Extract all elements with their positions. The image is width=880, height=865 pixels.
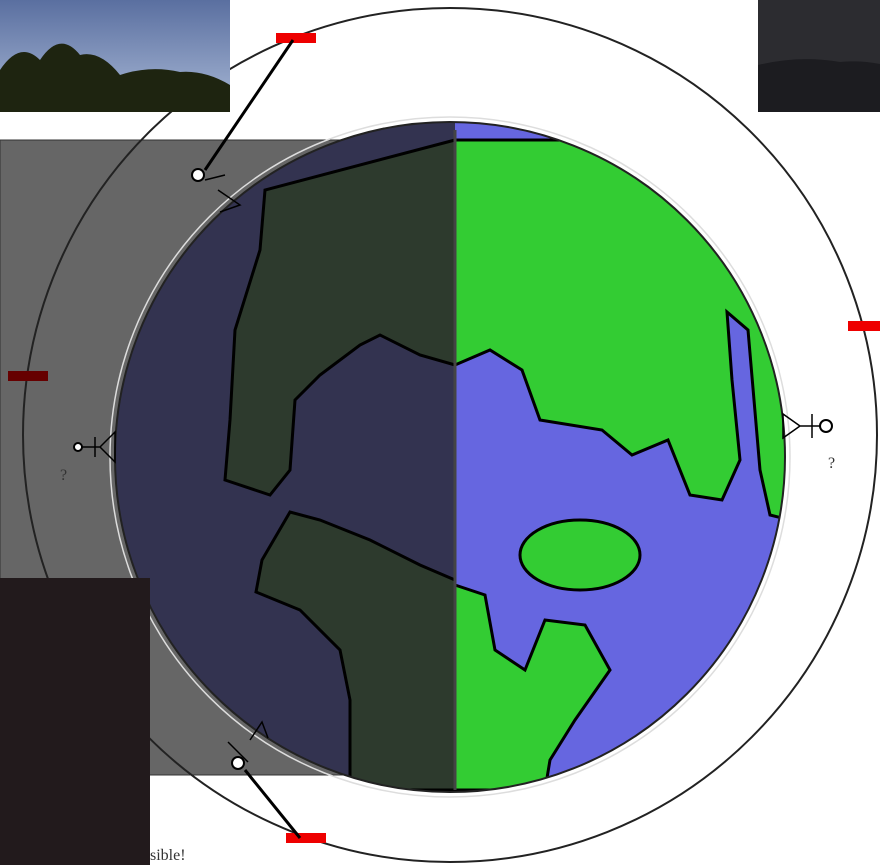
island: [518, 518, 642, 592]
link: [203, 39, 295, 171]
caption: sible!: [150, 847, 186, 864]
photo-top-right: [758, 0, 880, 112]
antenna: [82, 430, 116, 464]
question-label: ?: [828, 455, 835, 472]
station: [231, 756, 245, 770]
photo-bottom-left: [0, 578, 150, 865]
antenna: [204, 174, 242, 213]
station: [191, 168, 205, 182]
satellite: [286, 833, 326, 843]
orbit-outer: [22, 7, 878, 863]
night-land: [223, 138, 457, 497]
question-label: ?: [60, 467, 67, 484]
satellite: [276, 33, 316, 43]
station: [73, 442, 83, 452]
link: [243, 769, 302, 839]
antenna: [227, 720, 269, 763]
trees: [0, 43, 230, 112]
satellites: [8, 33, 880, 843]
station: [819, 419, 833, 433]
antenna: [782, 412, 820, 440]
hills: [758, 59, 880, 112]
satellite: [8, 371, 48, 381]
photo-top-left: [0, 0, 230, 112]
satellite: [848, 321, 880, 331]
ground-stations: [73, 39, 833, 839]
